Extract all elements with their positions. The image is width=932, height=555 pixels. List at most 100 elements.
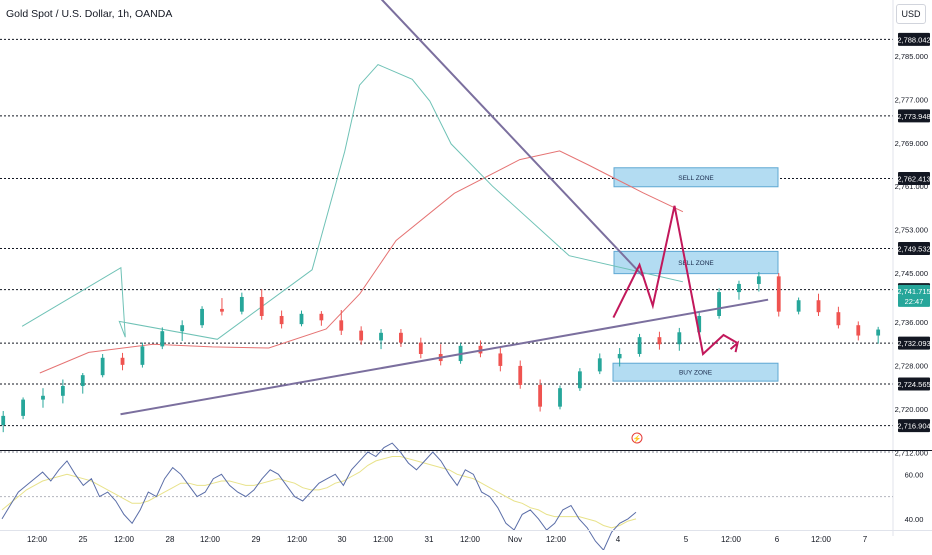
ma-slow-line	[39, 150, 684, 374]
candle	[100, 357, 105, 376]
candle	[299, 313, 304, 325]
level-tag-label: 2,773.948	[897, 112, 930, 121]
y-tick-label: 2,753.000	[895, 226, 928, 235]
candle	[697, 315, 702, 333]
y-tick-label: 2,761.000	[895, 182, 928, 191]
candle	[816, 300, 821, 313]
level-tag-label: 2,732.093	[897, 339, 930, 348]
y-tick-label: 2,736.000	[895, 318, 928, 327]
candle	[160, 331, 165, 347]
candle	[180, 325, 185, 332]
bar-countdown: 22:47	[905, 297, 924, 306]
level-tag	[898, 172, 930, 186]
candle	[657, 337, 662, 345]
candle	[399, 332, 403, 343]
x-tick-label: 4	[616, 535, 621, 544]
candle	[140, 346, 145, 365]
y-tick-label: 2,777.000	[895, 95, 928, 104]
x-tick-label: 29	[252, 535, 261, 544]
candle	[1, 415, 6, 426]
x-tick-label: 12:00	[27, 535, 48, 544]
zone-label: SELL ZONE	[678, 260, 714, 267]
zone-box	[613, 250, 779, 275]
ma-fast-line	[21, 63, 684, 340]
candle	[259, 296, 264, 316]
y-tick-label: 2,785.000	[895, 52, 928, 61]
last-price-label: 2,741.715	[897, 287, 930, 296]
trendline	[120, 298, 769, 416]
candle	[558, 388, 562, 407]
candle	[876, 329, 881, 336]
zone-box	[612, 362, 779, 382]
candle	[856, 325, 861, 336]
rsi-line	[1, 442, 637, 552]
y-tick-label: 2,720.000	[895, 405, 928, 414]
x-tick-label: 31	[425, 535, 434, 544]
projection-path	[612, 205, 739, 356]
trendline	[380, 0, 644, 277]
zone-label: BUY ZONE	[679, 370, 713, 377]
candle	[279, 315, 284, 325]
x-tick-label: 12:00	[287, 535, 308, 544]
x-tick-label: 30	[338, 535, 347, 544]
level-tag-label: 2,762.413	[897, 175, 930, 184]
candle	[776, 276, 781, 312]
price-scale	[893, 0, 932, 536]
zone-box	[613, 167, 779, 188]
x-tick-label: 6	[775, 535, 780, 544]
y-tick-label: 2,712.000	[895, 448, 928, 457]
level-tag-label: 2,749.532	[897, 244, 930, 253]
level-tag	[898, 241, 930, 255]
x-tick-label: 12:00	[460, 535, 481, 544]
candle	[60, 386, 65, 396]
x-tick-label: 12:00	[114, 535, 135, 544]
candle	[21, 399, 25, 416]
candle	[359, 330, 364, 341]
candle	[319, 313, 324, 321]
rsi-ma-line	[1, 456, 637, 529]
level-tag	[898, 419, 930, 433]
candle	[597, 358, 602, 372]
level-tag-label: 2,788.042	[897, 35, 930, 44]
event-icon-glyph: ⚡	[633, 434, 642, 443]
x-tick-label: 5	[684, 535, 689, 544]
rsi-tick-label: 60.00	[905, 470, 924, 479]
candle	[538, 384, 543, 407]
level-tag	[898, 109, 930, 123]
x-tick-label: Nov	[508, 535, 522, 544]
candle	[717, 292, 721, 316]
y-tick-label: 2,728.000	[895, 361, 928, 370]
level-tag	[898, 336, 930, 350]
rsi-tick-label: 40.00	[905, 515, 924, 524]
y-tick-label: 2,745.000	[895, 269, 928, 278]
level-tag	[898, 32, 930, 46]
candle	[756, 276, 761, 284]
x-tick-label: 25	[79, 535, 88, 544]
candle	[220, 308, 224, 312]
candle	[518, 365, 523, 385]
candle	[737, 283, 741, 293]
level-tag-label: 2,724.565	[897, 380, 930, 389]
candle	[637, 337, 642, 354]
x-tick-label: 12:00	[811, 535, 832, 544]
candle	[418, 342, 423, 354]
candle	[498, 353, 503, 366]
candle	[379, 332, 383, 341]
projection-arrowhead	[729, 340, 740, 353]
candle	[577, 371, 582, 389]
y-tick-label: 2,769.000	[895, 139, 928, 148]
candle	[339, 320, 344, 331]
x-tick-label: 28	[166, 535, 175, 544]
candle	[617, 353, 622, 359]
x-tick-label: 12:00	[546, 535, 567, 544]
candle	[200, 308, 204, 326]
candle	[41, 395, 45, 400]
event-icon	[631, 432, 643, 444]
x-tick-label: 12:00	[200, 535, 221, 544]
zone-label: SELL ZONE	[678, 175, 714, 182]
x-tick-label: 7	[863, 535, 868, 544]
level-tag-label: 2,716.904	[897, 422, 930, 431]
currency-button[interactable]: USD	[896, 4, 926, 24]
